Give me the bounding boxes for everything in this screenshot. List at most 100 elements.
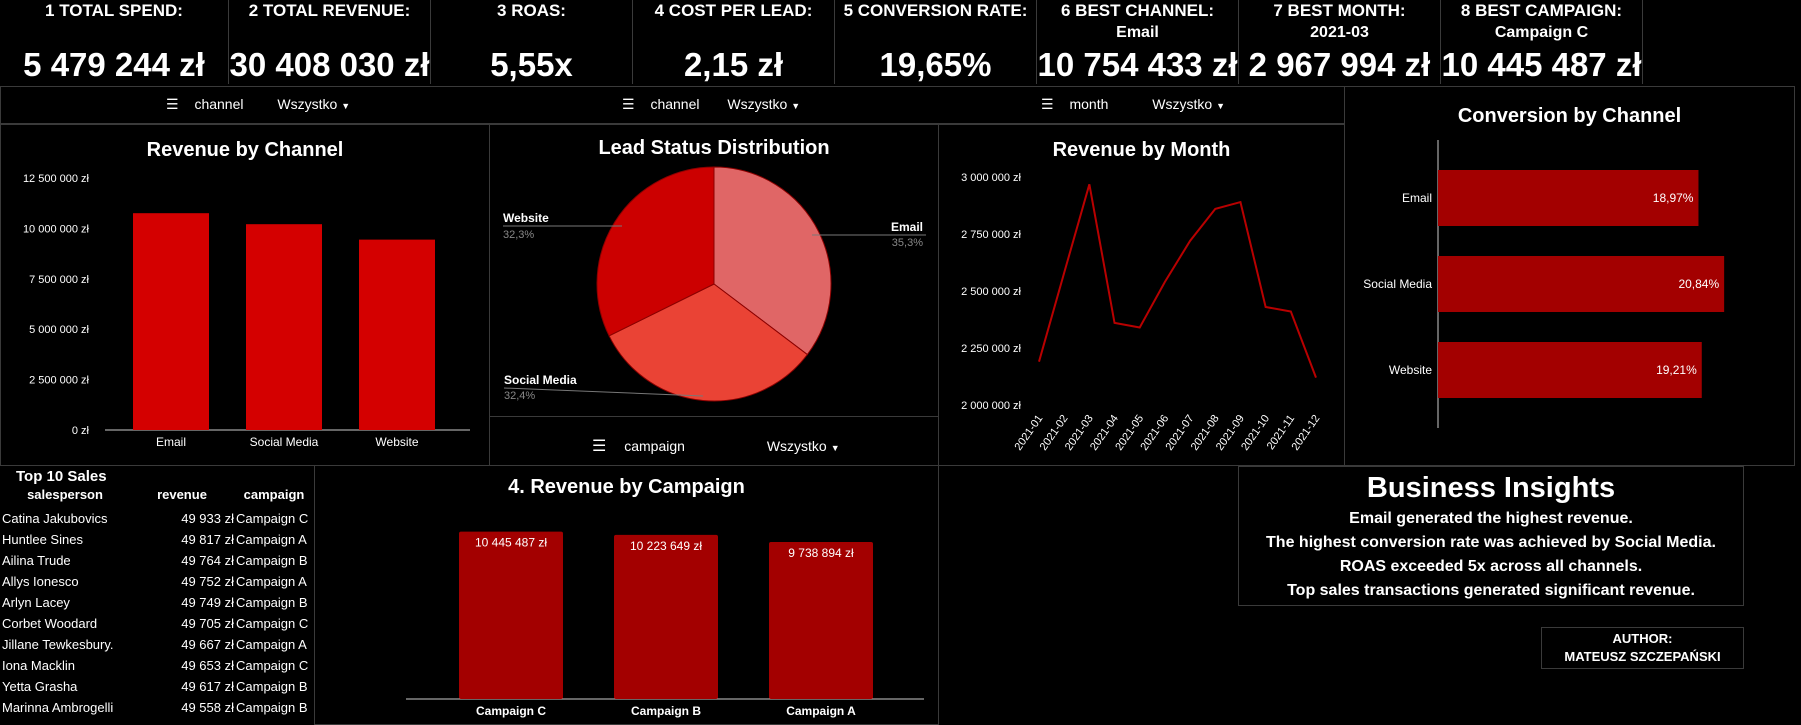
filter-dropdown[interactable]: Wszystko ▼ [727,96,801,112]
salesperson-cell: Iona Macklin [2,658,75,673]
kpi-card: 8 BEST CAMPAIGN: Campaign C 10 445 487 zł [1441,0,1643,84]
kpi-label: 4 COST PER LEAD: [654,1,813,20]
table-row[interactable]: Corbet Woodard 49 705 zł Campaign C [0,613,314,634]
column-header[interactable]: revenue [157,487,207,502]
revenue-cell: 49 617 zł [181,679,234,694]
author-panel [1541,627,1744,669]
filter-dropdown[interactable]: Wszystko ▼ [1152,96,1226,112]
filter-field-label: campaign [624,438,685,454]
kpi-label: 1 TOTAL SPEND: [45,1,183,20]
y-tick-label: 10 000 000 zł [23,223,90,235]
bar [459,531,563,699]
salesperson-cell: Catina Jakubovics [2,511,108,526]
x-tick-label: Campaign C [476,704,546,718]
salesperson-cell: Yetta Grasha [2,679,78,694]
y-tick-label: Social Media [1363,277,1432,291]
y-tick-label: Email [1402,191,1432,205]
campaign-filter[interactable]: ☰ campaign Wszystko ▼ [592,436,840,456]
filter-field-label: month [1069,96,1109,112]
table-row[interactable]: Arlyn Lacey 49 749 zł Campaign B [0,592,314,613]
kpi-value: 5 479 244 zł [23,46,205,83]
kpi-card: 6 BEST CHANNEL: Email 10 754 433 zł [1037,0,1239,84]
y-tick-label: Website [1389,363,1432,377]
campaign-cell: Campaign B [236,595,308,610]
table-row[interactable]: Iona Macklin 49 653 zł Campaign C [0,655,314,676]
caret-down-icon: ▼ [1216,101,1226,111]
month-filter[interactable]: ☰ month Wszystko ▼ [1041,96,1225,113]
column-header[interactable]: salesperson [27,487,103,502]
pie-label: Email [891,220,923,234]
line-series [1038,184,1317,378]
x-tick-label: Campaign B [631,704,701,718]
campaign-cell: Campaign A [236,574,307,589]
filter-icon: ☰ [622,96,635,112]
table-row[interactable]: Catina Jakubovics 49 933 zł Campaign C [0,508,314,529]
insight-line: The highest conversion rate was achieved… [1266,534,1716,551]
table-row[interactable]: Yetta Grasha 49 617 zł Campaign B [0,676,314,697]
bar [614,534,718,699]
kpi-sublabel: 2021-03 [1310,24,1369,41]
caret-down-icon: ▼ [341,101,351,111]
kpi-sublabel: Email [1116,24,1159,41]
bar [1438,342,1702,398]
bar [769,542,873,699]
y-tick-label: 0 zł [72,425,90,437]
x-tick-label: Campaign A [786,704,856,718]
revenue-cell: 49 653 zł [181,658,234,673]
pie-slice [713,166,832,356]
table-row[interactable]: Huntlee Sines 49 817 zł Campaign A [0,529,314,550]
bar-value-label: 9 738 894 zł [788,546,854,560]
x-tick-label: Email [156,435,186,449]
kpi-card: 4 COST PER LEAD: 2,15 zł [633,0,835,84]
y-tick-label: 7 500 000 zł [29,274,89,286]
column-header[interactable]: campaign [243,487,305,502]
y-tick-label: 2 000 000 zł [961,400,1021,412]
insight-line: Top sales transactions generated signifi… [1287,582,1695,599]
caret-down-icon: ▼ [791,101,801,111]
kpi-value: 19,65% [879,46,992,83]
filter-field-label: channel [650,96,700,112]
filter-icon: ☰ [592,438,607,455]
filter-dropdown[interactable]: Wszystko ▼ [277,96,351,112]
table-row[interactable]: Jillane Tewkesbury. 49 667 zł Campaign A [0,634,314,655]
table-row[interactable]: Allys Ionesco 49 752 zł Campaign A [0,571,314,592]
kpi-value: 10 754 433 zł [1037,46,1238,83]
pie-label: Social Media [504,373,577,387]
table-row[interactable]: Ailina Trude 49 764 zł Campaign B [0,550,314,571]
y-tick-label: 5 000 000 zł [29,324,89,336]
pie-pct-label: 32,4% [504,390,535,402]
x-tick-label: Website [375,435,418,449]
author-label: AUTHOR: [1612,631,1673,646]
campaign-cell: Campaign A [236,637,307,652]
campaign-cell: Campaign B [236,553,308,568]
insights-content: Business Insights Email generated the hi… [1238,472,1744,603]
insights-title: Business Insights [1366,472,1616,504]
bar [359,239,435,430]
channel-filter[interactable]: ☰ channel Wszystko ▼ [166,96,350,113]
filter-icon: ☰ [166,96,179,112]
chart-title: Conversion by Channel [1457,105,1682,127]
y-tick-label: 3 000 000 zł [961,172,1021,184]
channel-filter-2[interactable]: ☰ channel Wszystko ▼ [622,96,800,113]
filter-dropdown[interactable]: Wszystko ▼ [766,438,840,454]
insight-line: ROAS exceeded 5x across all channels. [1339,558,1643,575]
campaign-cell: Campaign A [236,532,307,547]
chart-title: Lead Status Distribution [598,137,830,159]
table-row[interactable]: Marinna Ambrogelli 49 558 zł Campaign B [0,697,314,718]
bar-value-label: 20,84% [1678,277,1719,291]
salesperson-cell: Huntlee Sines [2,532,83,547]
top-sales-table: salesperson revenue campaign Catina Jaku… [0,485,314,718]
campaign-cell: Campaign B [236,700,308,715]
kpi-value: 2,15 zł [683,46,784,83]
bar [246,224,322,430]
pie-pct-label: 32,3% [503,229,534,241]
kpi-label: 8 BEST CAMPAIGN: [1460,1,1623,20]
conversion-by-channel-panel [1344,86,1795,466]
kpi-card: 7 BEST MONTH: 2021-03 2 967 994 zł [1239,0,1441,84]
bar [1438,170,1699,226]
y-tick-label: 2 500 000 zł [961,286,1021,298]
kpi-label: 2 TOTAL REVENUE: [248,1,411,20]
kpi-label: 5 CONVERSION RATE: [843,1,1028,20]
kpi-value: 5,55x [490,46,573,83]
